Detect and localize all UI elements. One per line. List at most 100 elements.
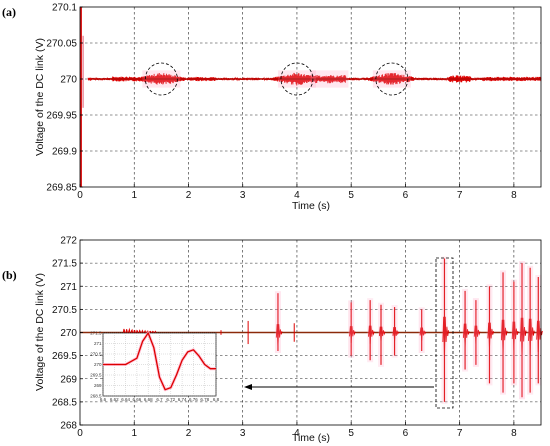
a-x-tick-label: 6 [403,190,409,201]
a-x-tick-label: 8 [511,190,517,201]
inset-x-tick-label: 6.7 [156,397,163,402]
a-x-tick-label: 0 [77,190,83,201]
panel-b-spike-haze [535,275,542,386]
panel-a: (a) 269.85 269.9 269.95 270 270.05 270.1 0 1 2 3… [2,3,542,212]
panel-b-spike-ringing [349,326,356,344]
b-x-tick-label: 1 [131,428,137,439]
panel-b-spike-haze [510,279,517,386]
panel-b-spike-ringing [392,327,400,342]
b-y-tick-label: 271 [60,282,77,293]
b-x-tick-label: 3 [240,428,246,439]
b-y-tick-label: 268 [60,421,77,432]
b-x-tick-label: 5 [348,428,354,439]
panel-b-x-ticks: 0 1 2 3 4 5 6 7 8 [77,422,517,439]
b-y-tick-label: 271.5 [52,259,77,270]
inset-x-tick-label: 6.78 [200,397,209,402]
panel-b-spike-haze [441,256,448,404]
panel-b-spike-haze [378,302,385,367]
panel-b-spike-ringing [473,325,481,344]
a-x-tick-label: 1 [131,190,137,201]
panel-b-spike-haze [348,300,355,358]
inset-series [103,331,216,392]
zoom-region-box [435,257,454,409]
panel-b-spike-haze [418,307,425,353]
inset-x-tick-label: 6.62 [110,397,119,402]
panel-b-spike-ringing [511,321,519,351]
inset-y-tick-label: 269.5 [90,373,102,378]
panel-b-x-axis-label: Time (s) [292,432,330,444]
a-y-tick-label: 269.95 [46,111,77,122]
inset-x-ticks: 6.6 6.62 6.64 6.66 6.68 6.7 6.72 6.74 6.76 6.78 6.… [100,397,220,402]
panel-b-spike-ringing [500,319,508,354]
inset-y-tick-label: 270 [94,362,102,367]
panel-b-spike-haze [472,298,479,367]
panel-a-label: (a) [2,5,16,19]
panel-b-spike-haze [391,305,398,358]
a-y-tick-label: 269.9 [52,147,77,158]
inset-voltage-trace [103,332,216,391]
panel-b-spike-ringing [528,318,535,356]
panel-a-circled-regions [144,62,409,96]
panel-b-spike-haze [274,291,281,353]
b-y-tick-label: 269 [60,374,77,385]
panel-b: (b) 268268.5269269.5270270.5271271.5272 … [2,236,543,444]
panel-b-spike-ringing [519,317,527,357]
inset-x-tick-label: 6.72 [166,397,175,402]
a-x-tick-label: 7 [457,190,463,201]
circled-region [280,62,314,96]
panel-b-spike-ringing [536,320,543,352]
inset-x-tick-label: 6.68 [144,397,153,402]
inset-y-tick-label: 271.5 [90,331,102,336]
b-x-tick-label: 4 [294,428,300,439]
panel-b-label: (b) [2,268,17,282]
panel-a-series [80,7,542,187]
panel-a-voltage-trace [87,72,542,86]
inset-y-tick-label: 271 [94,341,102,346]
panel-b-spike-haze [486,284,493,386]
a-y-tick-label: 270 [60,75,77,86]
b-y-tick-label: 272 [60,236,77,247]
panel-b-spike-haze [367,298,374,363]
panel-b-spike-haze [462,288,469,372]
a-x-tick-label: 4 [294,190,300,201]
panel-a-x-ticks: 0 1 2 3 4 5 6 7 8 [77,184,517,201]
b-y-tick-label: 270 [60,328,77,339]
b-x-tick-label: 0 [77,428,83,439]
b-x-tick-label: 6 [403,428,409,439]
panel-b-spike-haze [500,270,507,395]
a-x-tick-label: 5 [348,190,354,201]
b-x-tick-label: 8 [511,428,517,439]
panel-a-y-ticks: 269.85 269.9 269.95 270 270.05 270.1 [46,3,83,194]
panel-b-spike-haze [527,265,534,395]
panel-b-spike-ringing [275,324,283,347]
inset-x-tick-label: 6.76 [189,397,198,402]
inset-x-tick-label: 6.8 [213,397,220,402]
b-y-tick-label: 270.5 [52,305,77,316]
inset-y-tick-label: 268.5 [90,394,102,399]
inset-x-tick-label: 6.64 [121,397,130,402]
b-y-tick-label: 268.5 [52,397,77,408]
inset-x-tick-label: 6.6 [100,397,107,402]
circled-region [375,62,409,96]
panel-b-spike-ringing [368,325,375,344]
circled-region [144,62,178,96]
panel-a-frame [79,6,542,188]
inset-y-tick-label: 269 [94,383,102,388]
panel-b-early-ripple [122,327,157,337]
panel-b-y-axis-label: Voltage of the DC link (V) [34,273,46,391]
panel-a-x-axis-label: Time (s) [292,200,330,212]
panel-b-spike-haze [519,261,526,400]
b-x-tick-label: 7 [457,428,463,439]
a-x-tick-label: 2 [186,190,192,201]
panel-b-spike-ringing [487,322,494,349]
a-y-tick-label: 270.05 [46,39,77,50]
a-y-tick-label: 269.85 [46,183,77,194]
inset-y-tick-label: 270.5 [90,352,102,357]
panel-b-y-ticks: 268 268.5 269 269.5 270 270.5 271 271.5 272 [52,236,83,432]
a-y-tick-label: 270.1 [52,3,77,14]
panel-b-series [80,256,543,404]
inset-x-tick-label: 6.66 [133,397,142,402]
panel-b-spike-ringing [378,326,386,343]
